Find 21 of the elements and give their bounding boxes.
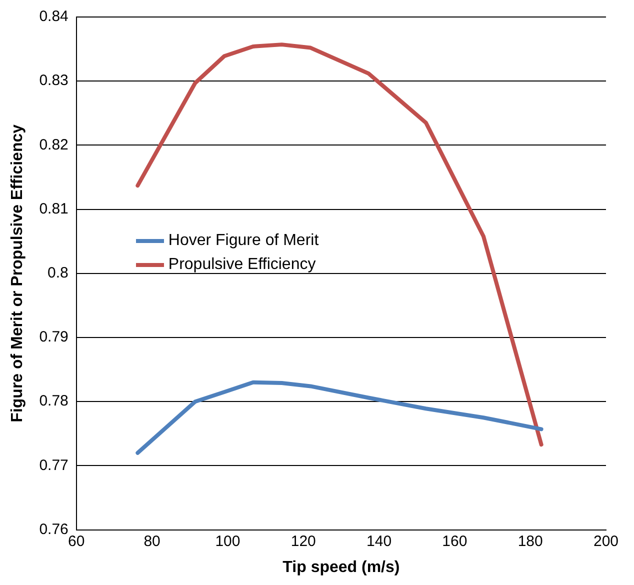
x-tick-label: 60 [68,532,85,550]
y-tick-label: 0.76 [39,520,68,538]
y-tick-label: 0.77 [39,456,68,474]
x-tick-label: 80 [144,532,160,550]
x-tick-label: 180 [518,532,543,550]
x-axis-title: Tip speed (m/s) [282,558,400,576]
y-tick-label: 0.79 [39,328,68,346]
x-tick-label: 140 [366,532,392,550]
y-tick-label: 0.84 [39,8,68,26]
y-tick-label: 0.78 [39,392,68,410]
y-tick-label: 0.83 [39,72,68,90]
y-tick-label: 0.8 [48,264,68,282]
legend-label: Propulsive Efficiency [167,254,317,275]
y-tick-label: 0.81 [39,200,68,218]
x-tick-label: 120 [290,532,316,550]
x-tick-label: 100 [215,532,240,550]
x-tick-label: 200 [593,532,619,550]
y-tick-label: 0.82 [39,136,68,154]
y-axis-title: Figure of Merit or Propulsive Efficiency [9,124,26,422]
legend-label: Hover Figure of Merit [167,230,319,251]
x-tick-label: 160 [442,532,468,550]
